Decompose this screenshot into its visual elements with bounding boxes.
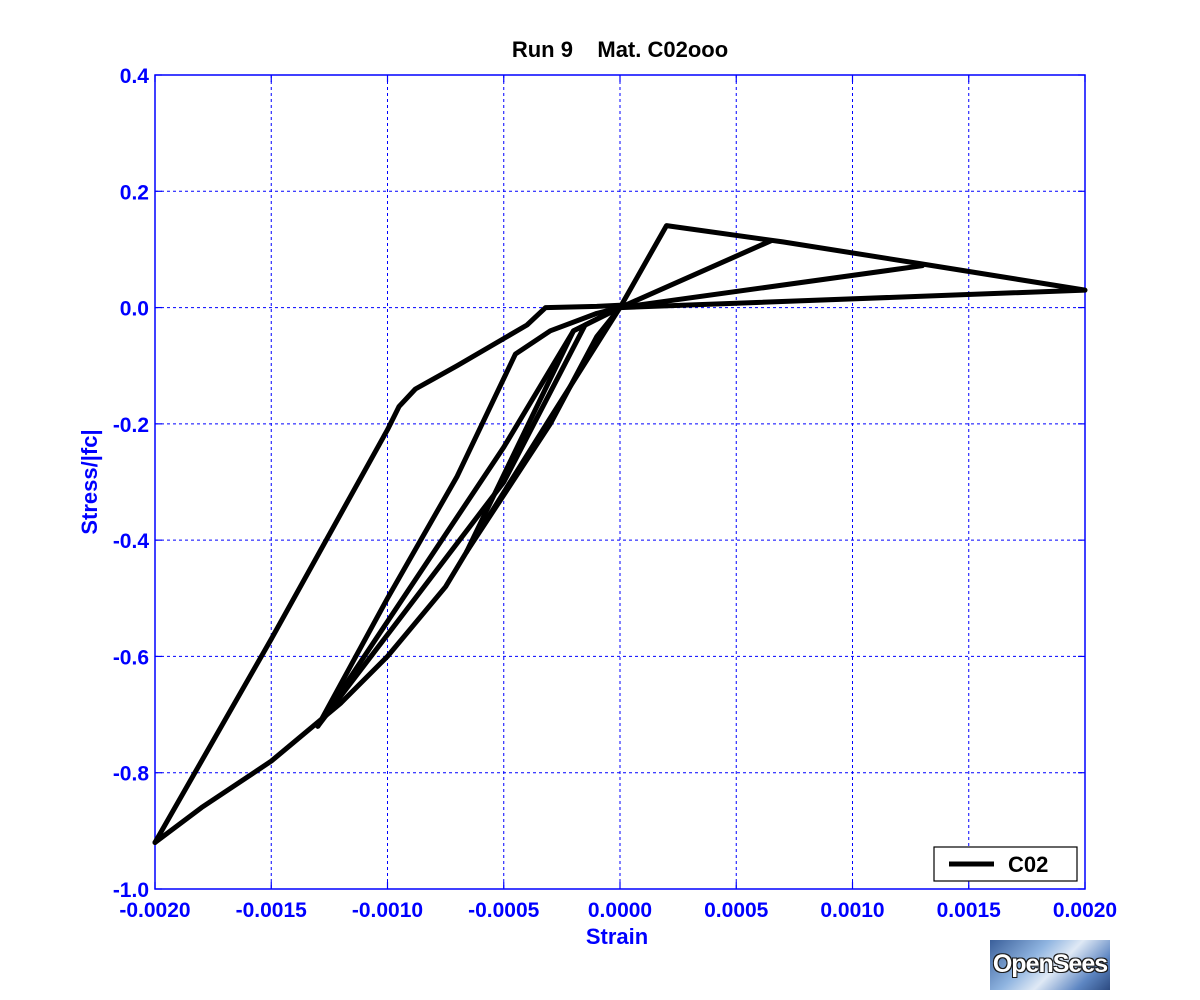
x-axis-ticks: -0.0020 -0.0015 -0.0010 -0.0005 0.0000 0.0005… [119,75,1117,922]
x-axis-label: Strain [586,924,648,949]
x-tick-label: -0.0020 [119,899,190,922]
series-line-c02 [464,305,623,555]
x-tick-label: 0.0000 [588,899,652,922]
series-line-c02 [152,302,623,845]
x-tick-label: 0.0015 [937,899,1002,922]
logo-text: OpenSees [992,950,1108,978]
y-axis-ticks: 0.4 0.2 0.0 -0.2 -0.4 -0.6 -0.8 -1.0 [113,65,1085,902]
legend-label-c02: C02 [1008,852,1048,877]
x-tick-label: -0.0005 [468,899,540,922]
legend: C02 [933,846,1078,882]
series-line-c02 [617,238,774,311]
series-line-c02 [315,305,623,729]
opensees-logo: OpenSees [990,940,1110,990]
x-tick-label: 0.0010 [820,899,884,922]
series-line-c02 [617,223,1088,311]
x-tick-label: -0.0015 [236,899,308,922]
y-tick-label: -0.2 [113,414,149,437]
series-group [152,223,1088,845]
series-line-c02 [152,305,623,845]
y-tick-label: 0.2 [120,181,149,204]
y-tick-label: -1.0 [113,879,149,902]
grid-lines [155,75,1085,889]
y-tick-label: -0.4 [113,530,150,553]
y-tick-label: 0.0 [120,298,149,321]
series-line-c02 [315,305,623,729]
y-tick-label: 0.4 [120,65,150,88]
y-axis-label: Stress/|fc| [77,429,102,534]
x-tick-label: -0.0010 [352,899,423,922]
x-tick-label: 0.0005 [704,899,769,922]
y-tick-label: -0.8 [113,763,150,786]
y-tick-label: -0.6 [113,646,149,669]
x-tick-label: 0.0020 [1053,899,1117,922]
series-line-c02 [617,263,925,311]
chart-title: Run 9 Mat. C02ooo [512,37,728,62]
